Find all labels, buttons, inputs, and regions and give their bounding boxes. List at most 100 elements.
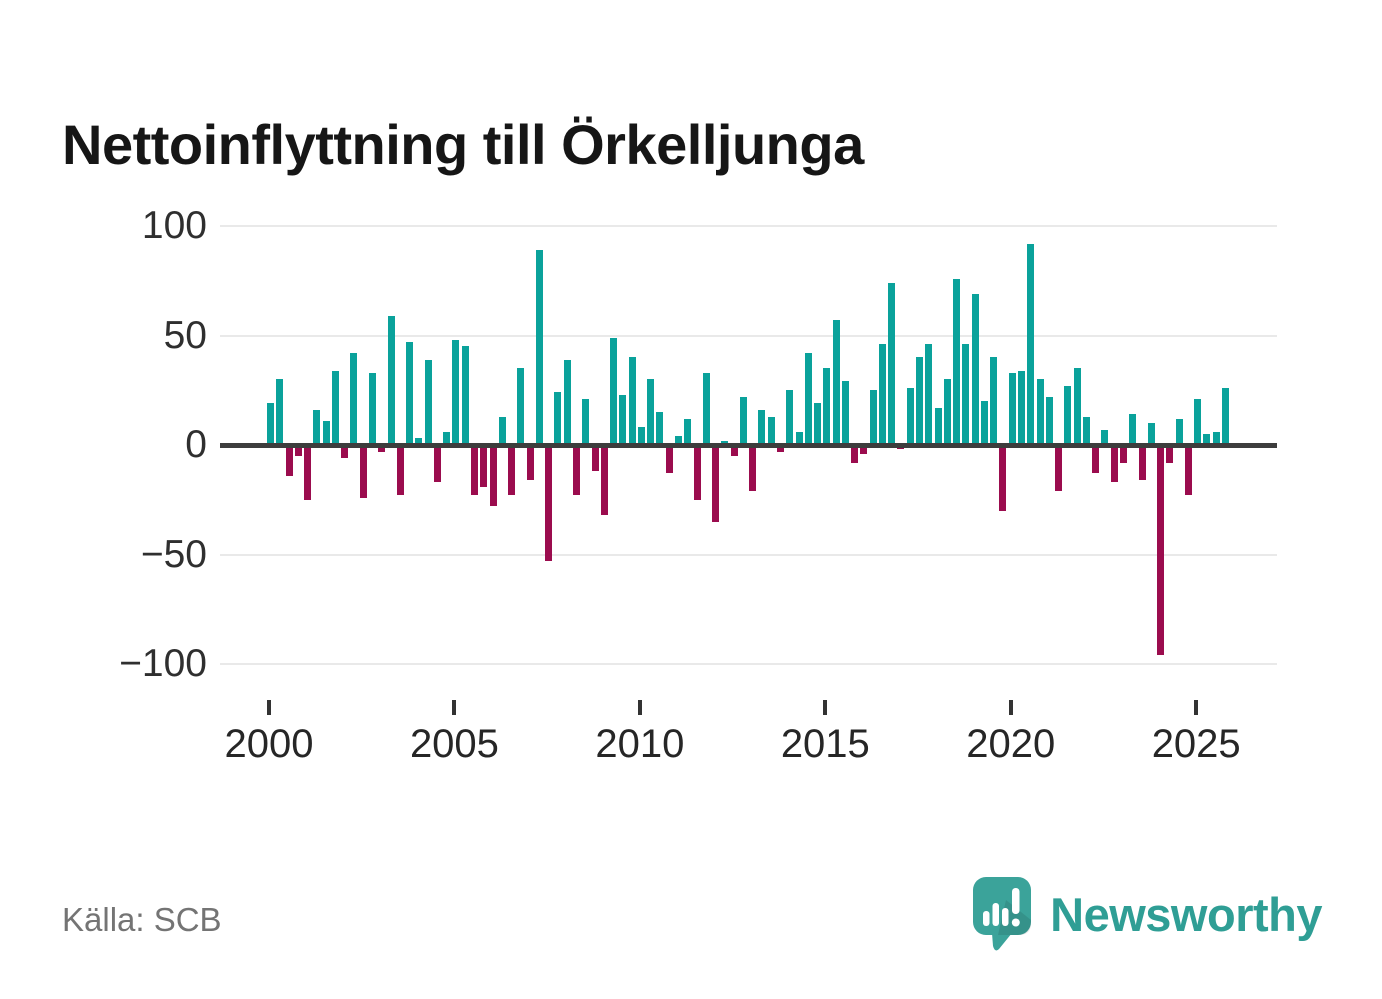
bar	[1092, 445, 1100, 474]
bar	[313, 409, 321, 445]
bar	[832, 320, 840, 445]
newsworthy-logo-icon	[972, 876, 1034, 952]
bar	[267, 403, 274, 445]
bar	[1175, 418, 1183, 445]
x-axis-label: 2020	[966, 722, 1056, 766]
bar	[489, 445, 497, 507]
bar	[1147, 423, 1155, 445]
y-axis-label: −50	[140, 532, 207, 576]
bar	[860, 445, 868, 454]
bar	[396, 445, 404, 496]
bar	[452, 339, 460, 445]
x-axis-label: 2010	[595, 722, 685, 766]
bar	[415, 438, 423, 445]
bar	[480, 445, 488, 487]
bar	[322, 420, 330, 445]
bar	[823, 368, 831, 445]
newsworthy-wordmark: Newsworthy	[1050, 887, 1322, 941]
bar	[424, 359, 432, 445]
bar	[1036, 379, 1044, 445]
newsworthy-branding: Newsworthy	[972, 874, 1322, 954]
bar	[276, 379, 284, 445]
bar	[619, 394, 627, 445]
bar	[916, 357, 924, 445]
bar	[795, 431, 803, 445]
x-axis-tick	[452, 700, 457, 715]
bar	[359, 445, 367, 498]
bar	[693, 445, 701, 500]
bar	[841, 381, 849, 445]
bar	[647, 379, 655, 445]
bar	[934, 407, 942, 445]
bar	[1082, 416, 1090, 445]
bar	[749, 445, 757, 491]
bar	[285, 445, 293, 476]
bar	[1166, 445, 1174, 463]
x-axis-label: 2005	[409, 722, 499, 766]
x-axis-tick	[267, 700, 271, 715]
bar	[1110, 445, 1118, 483]
bar	[378, 445, 386, 452]
bar	[1055, 445, 1063, 491]
bar	[1203, 434, 1211, 445]
bar	[350, 353, 358, 445]
x-axis-label: 2015	[780, 722, 870, 766]
x-axis-tick	[637, 700, 642, 715]
bar	[545, 445, 553, 562]
bar	[1194, 399, 1202, 445]
bar	[869, 390, 877, 445]
bar	[962, 344, 970, 445]
bar	[433, 445, 441, 483]
bar	[665, 445, 673, 474]
bar	[304, 445, 312, 500]
bar	[535, 250, 543, 445]
bar	[443, 431, 451, 445]
bar	[758, 409, 766, 445]
bar	[563, 359, 571, 445]
bar	[1212, 431, 1220, 445]
bar	[1157, 445, 1165, 656]
bar	[470, 445, 478, 496]
bar	[517, 368, 525, 445]
bar	[888, 282, 896, 445]
bar	[786, 390, 794, 445]
bar	[341, 445, 349, 459]
bar	[461, 346, 469, 445]
bar	[674, 436, 682, 445]
y-axis-label: 0	[185, 423, 207, 466]
bar	[712, 445, 720, 522]
bar	[1027, 243, 1035, 445]
bar	[1018, 370, 1026, 445]
bar	[1129, 414, 1137, 445]
bar	[498, 416, 506, 445]
source-label: Källa: SCB	[62, 901, 222, 938]
bar	[814, 403, 822, 445]
y-axis-label: 100	[141, 204, 207, 247]
bar	[776, 445, 784, 452]
bar	[851, 445, 859, 463]
gridline-y-100	[220, 663, 1277, 665]
bar	[508, 445, 516, 496]
x-axis-tick	[823, 700, 828, 715]
bar	[953, 278, 961, 445]
bar	[1222, 388, 1230, 445]
bar	[943, 379, 951, 445]
bar	[387, 315, 395, 445]
bar	[1064, 385, 1072, 445]
bar	[637, 427, 645, 445]
x-axis-label: 2025	[1151, 722, 1241, 766]
bar	[582, 399, 590, 445]
y-axis-label: −100	[119, 642, 207, 685]
bar	[331, 370, 339, 445]
gridline-y50	[220, 334, 1277, 337]
bar	[1008, 372, 1016, 445]
bar	[767, 416, 775, 445]
x-axis-label: 2000	[224, 722, 314, 766]
bar	[1138, 445, 1146, 481]
x-axis-tick	[1008, 700, 1013, 715]
bar	[554, 392, 562, 445]
bar	[572, 445, 580, 496]
bar	[406, 342, 414, 445]
bar	[591, 445, 599, 472]
